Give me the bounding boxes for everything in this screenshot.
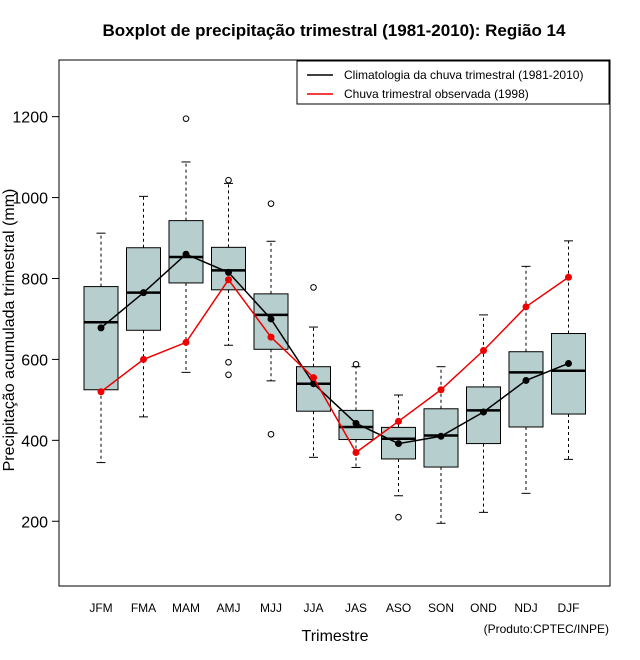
series-point-observed (522, 303, 530, 311)
x-tick-label: SON (428, 601, 454, 615)
series-lines (97, 250, 572, 456)
x-tick-label: JFM (89, 601, 112, 615)
x-tick-label: NDJ (514, 601, 537, 615)
y-tick-label: 1200 (12, 110, 48, 127)
series-point-climatology (565, 359, 572, 367)
y-tick-label: 1000 (12, 191, 48, 208)
series-point-climatology (140, 289, 147, 297)
series-point-observed (310, 374, 317, 382)
series-point-climatology (352, 419, 360, 427)
x-tick-label: JAS (345, 601, 367, 615)
box-body (381, 426, 416, 460)
outlier-point (267, 430, 275, 438)
credit-text: (Produto:CPTEC/INPE) (484, 622, 609, 636)
box-body (83, 286, 119, 391)
series-point-climatology (395, 440, 402, 448)
legend-box (296, 60, 610, 105)
box-body (126, 247, 161, 331)
y-axis-label: Precipitação acumulada trimestral (mm) (1, 189, 18, 472)
x-tick-label: MAM (172, 601, 200, 615)
outlier-point (225, 371, 232, 379)
series-line-climatology (100, 253, 569, 445)
series-point-observed (267, 333, 275, 341)
series-point-observed (182, 338, 190, 346)
series-point-climatology (522, 376, 530, 384)
outlier-point (395, 513, 402, 521)
legend-label-observed: Chuva trimestral observada (1998) (344, 87, 529, 101)
outlier-point (225, 358, 232, 366)
box-djf (551, 240, 586, 460)
outlier-point (182, 115, 190, 122)
x-tick-label: MJJ (260, 601, 282, 615)
series-point-observed (97, 388, 105, 396)
x-axis: JFM FMA MAM AMJ MJJ JJA JAS ASO SON OND NDJ DJF (89, 601, 579, 615)
series-point-observed (395, 417, 402, 425)
box-body (296, 366, 331, 412)
series-point-observed (437, 386, 445, 394)
x-tick-label: DJF (558, 601, 580, 615)
series-point-climatology (225, 268, 232, 276)
outlier-point (267, 200, 275, 207)
series-point-observed (480, 347, 487, 355)
box-jfm (83, 232, 119, 464)
series-point-climatology (437, 432, 445, 440)
series-point-climatology (97, 324, 105, 332)
x-tick-label: AMJ (217, 601, 241, 615)
series-point-observed (225, 276, 232, 284)
y-axis: 200 400 600 800 1000 1200 (12, 110, 59, 531)
y-tick-label: 400 (21, 433, 48, 450)
outlier-point (352, 360, 360, 368)
y-tick-label: 600 (21, 352, 48, 369)
y-tick-label: 200 (21, 514, 48, 531)
series-line-observed (100, 276, 569, 454)
x-tick-label: OND (470, 601, 497, 615)
x-tick-label: FMA (131, 601, 156, 615)
box-body (551, 333, 586, 415)
box-fma (126, 195, 161, 418)
legend-label-climatology: Climatologia da chuva trimestral (1981-2… (344, 68, 583, 82)
x-tick-label: JJA (303, 601, 323, 615)
chart-title: Boxplot de precipitação trimestral (1981… (103, 21, 566, 40)
series-point-observed (565, 273, 572, 281)
box-jja (296, 284, 331, 458)
series-point-climatology (182, 250, 190, 258)
x-tick-label: ASO (386, 601, 411, 615)
series-point-climatology (267, 315, 275, 323)
series-point-climatology (480, 408, 487, 416)
y-tick-label: 800 (21, 271, 48, 288)
outlier-point (225, 176, 232, 184)
box-body (211, 246, 246, 291)
legend: Climatologia da chuva trimestral (1981-2… (296, 60, 610, 105)
series-point-observed (140, 355, 147, 363)
x-axis-label: Trimestre (302, 628, 369, 645)
plot-frame (58, 59, 611, 587)
outlier-point (310, 284, 317, 291)
series-point-observed (352, 448, 360, 456)
